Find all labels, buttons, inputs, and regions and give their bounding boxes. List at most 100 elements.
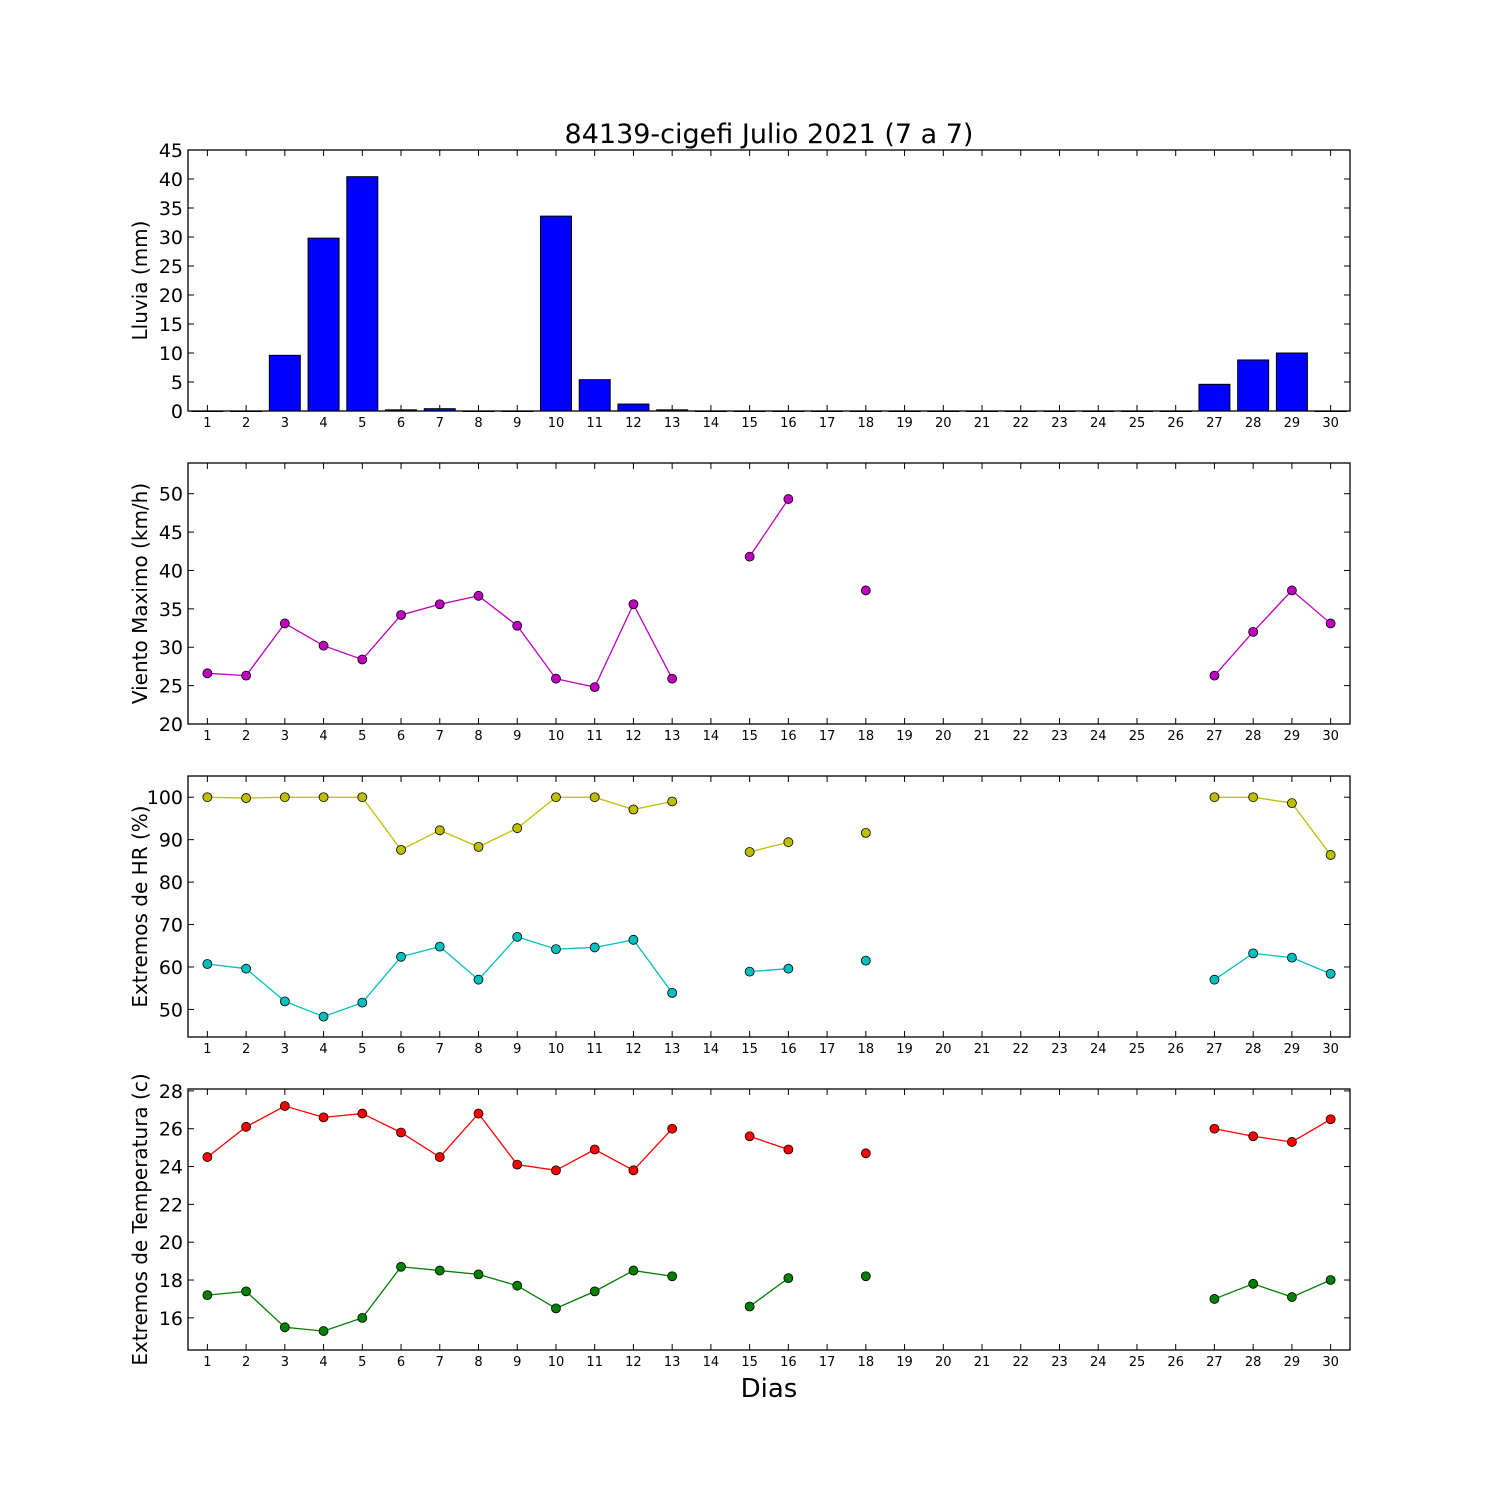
x-tick-label: 21: [974, 1355, 991, 1370]
data-point: [396, 951, 406, 962]
data-point: [1248, 1131, 1259, 1142]
x-tick-label: 23: [1051, 729, 1068, 744]
y-tick-label: 20: [159, 285, 183, 307]
x-tick-label: 10: [548, 1042, 565, 1057]
data-point: [1325, 968, 1336, 979]
data-point: [396, 844, 406, 855]
y-tick-label: 28: [159, 1081, 183, 1103]
x-tick-label: 16: [780, 416, 797, 431]
data-point: [589, 1286, 600, 1297]
series-line: [207, 1266, 673, 1332]
x-tick-label: 6: [397, 1042, 405, 1057]
x-tick-label: 23: [1051, 1355, 1068, 1370]
rain-bar: [346, 176, 379, 412]
data-point: [434, 825, 445, 836]
plot-frame: [187, 462, 1351, 725]
data-point: [1209, 792, 1220, 803]
data-point: [357, 654, 368, 665]
x-tick-label: 29: [1284, 729, 1301, 744]
rain-bar: [462, 410, 495, 412]
x-tick-label: 15: [741, 1042, 758, 1057]
data-point: [551, 673, 561, 684]
data-point: [1287, 1137, 1297, 1147]
data-point: [318, 792, 329, 803]
y-tick-label: 80: [159, 872, 183, 894]
rain-bar: [307, 237, 340, 412]
x-tick-label: 15: [741, 729, 758, 744]
y-axis-label: Viento Maximo (km/h): [128, 483, 152, 704]
rain-bar: [733, 410, 766, 412]
x-tick-label: 27: [1206, 1355, 1223, 1370]
data-point: [473, 974, 484, 985]
series-line: [1214, 952, 1331, 981]
x-tick-label: 6: [397, 1355, 405, 1370]
data-point: [1209, 974, 1220, 985]
data-point: [628, 1165, 639, 1176]
rain-bar: [927, 410, 960, 412]
x-tick-label: 10: [548, 416, 565, 431]
x-tick-label: 9: [513, 416, 521, 431]
data-point: [241, 793, 252, 803]
y-tick-label: 45: [159, 522, 183, 544]
x-tick-label: 13: [664, 729, 681, 744]
rain-bar: [385, 409, 418, 412]
x-tick-label: 23: [1051, 1042, 1068, 1057]
x-tick-label: 16: [780, 1042, 797, 1057]
data-point: [667, 987, 678, 998]
data-point: [473, 590, 484, 601]
data-point: [512, 931, 523, 942]
data-point: [279, 996, 290, 1007]
series-line: [749, 498, 789, 558]
data-point: [1248, 1278, 1259, 1289]
x-tick-label: 7: [436, 729, 444, 744]
x-tick-label: 21: [974, 729, 991, 744]
data-point: [1287, 798, 1297, 809]
y-tick-label: 50: [159, 484, 183, 506]
y-tick-label: 40: [159, 560, 183, 582]
data-point: [1209, 1294, 1220, 1304]
x-tick-label: 5: [358, 1042, 366, 1057]
x-tick-label: 9: [513, 1042, 521, 1057]
rain-bar: [423, 408, 456, 412]
rain-bar: [1159, 410, 1192, 412]
data-point: [744, 847, 755, 857]
x-tick-label: 24: [1090, 1042, 1107, 1057]
x-tick-label: 10: [548, 1355, 565, 1370]
data-point: [551, 792, 561, 803]
data-point: [628, 804, 639, 815]
data-point: [860, 1148, 871, 1159]
data-point: [241, 963, 252, 974]
x-tick-label: 24: [1090, 416, 1107, 431]
rain-bar: [268, 354, 301, 412]
series-line: [1213, 589, 1332, 677]
x-tick-label: 3: [281, 1042, 289, 1057]
rain-bar: [1082, 410, 1115, 412]
x-tick-label: 26: [1167, 729, 1184, 744]
y-tick-label: 18: [159, 1270, 183, 1292]
data-point: [551, 1165, 561, 1176]
series-line: [749, 968, 789, 973]
x-tick-label: 26: [1167, 1042, 1184, 1057]
x-tick-label: 27: [1206, 416, 1223, 431]
series-line: [1214, 1279, 1331, 1300]
data-point: [473, 1108, 484, 1119]
x-tick-label: 14: [703, 729, 720, 744]
data-point: [318, 1112, 329, 1123]
y-tick-label: 20: [159, 714, 183, 736]
x-tick-label: 7: [436, 416, 444, 431]
data-point: [512, 1280, 523, 1291]
data-point: [628, 934, 639, 945]
x-tick-label: 22: [1012, 1042, 1029, 1057]
data-point: [1325, 1114, 1336, 1125]
rain-bar: [656, 409, 689, 412]
x-tick-label: 2: [242, 1042, 250, 1057]
rain-bar: [1275, 352, 1308, 412]
x-tick-label: 10: [548, 729, 565, 744]
x-tick-label: 27: [1206, 1042, 1223, 1057]
data-point: [202, 959, 213, 969]
y-tick-label: 35: [159, 198, 183, 220]
data-point: [202, 792, 213, 803]
y-tick-label: 22: [159, 1194, 183, 1216]
data-point: [473, 1269, 484, 1280]
